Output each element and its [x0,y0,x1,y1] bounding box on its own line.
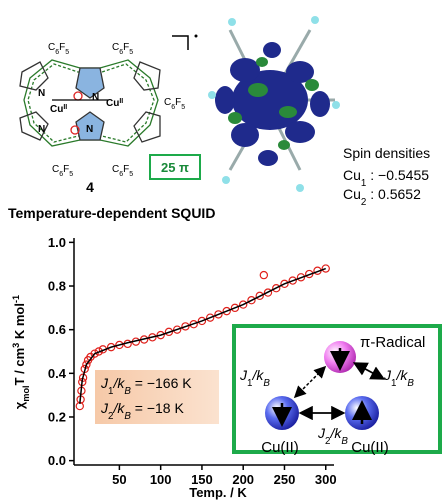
substituent: C6F5 [112,164,133,178]
spin-density-image [205,2,340,200]
data-point [260,272,267,279]
y-tick-label: 0.2 [48,409,66,424]
x-tick-label: 300 [315,472,337,487]
nitrogen: N [38,88,45,99]
symbol [172,36,188,50]
spin-row: Cu2 : 0.5652 [343,186,421,208]
y-tick-label: 0.8 [48,279,66,294]
nitrogen: N [92,92,99,103]
x-tick-label: 50 [112,472,126,487]
substituent: C6F5 [164,97,185,111]
symbol [195,35,198,38]
metal-label: Cu(II) [351,439,389,456]
nitrogen: N [86,124,93,135]
compound-number: 4 [86,179,94,195]
copper: CuII [106,98,123,110]
substituent: C6F5 [112,42,133,56]
substituent: C6F5 [52,164,73,178]
x-axis-title: Temp. / K [189,485,247,500]
y-tick-label: 0.4 [48,366,67,381]
section-title: Temperature-dependent SQUID [8,205,215,221]
x-tick-label: 100 [150,472,172,487]
spin-title: Spin densities [343,145,430,161]
y-tick-label: 0.0 [48,453,66,468]
nitrogen: N [38,124,45,135]
radical-label: π-Radical [360,334,425,351]
y-axis-title: χmolT / cm3 K mol-1 [11,295,31,409]
y-tick-label: 0.6 [48,322,66,337]
substituent: C6F5 [48,42,69,56]
copper: CuII [50,104,67,116]
metal-label: Cu(II) [261,439,299,456]
figure: C6F5 C6F5 C6F5 C6F5 C6F5 N N N N CuII Cu… [0,0,447,502]
x-tick-label: 250 [274,472,296,487]
electron-count: 25 π [161,160,189,175]
y-tick-label: 1.0 [48,235,66,250]
